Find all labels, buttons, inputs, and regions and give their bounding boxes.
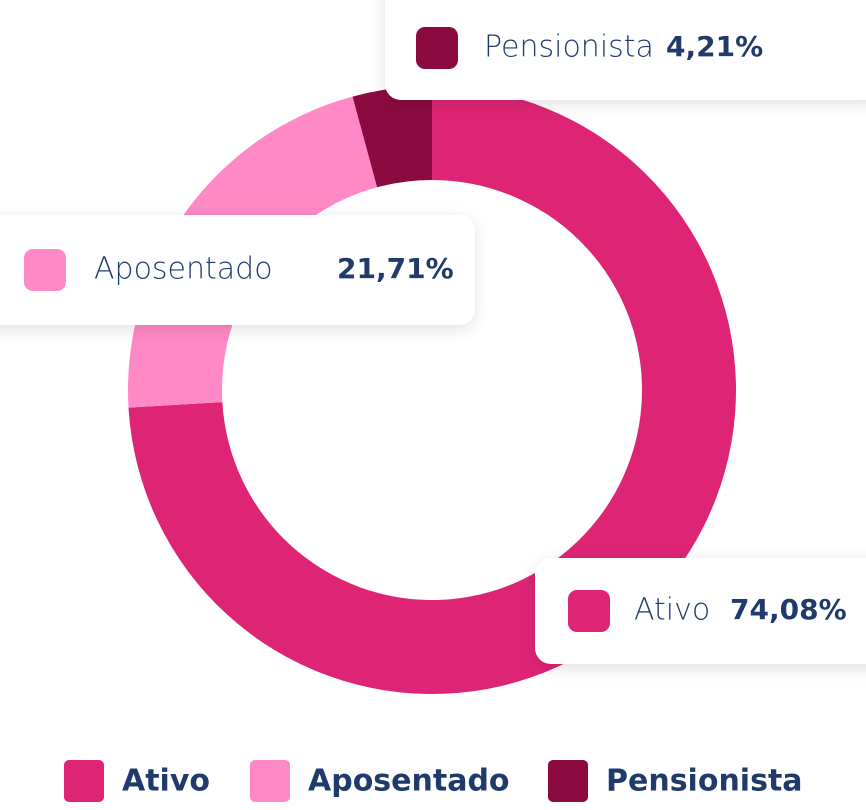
legend-label: Pensionista — [606, 764, 803, 799]
legend-label: Aposentado — [308, 764, 510, 799]
callout-swatch — [416, 27, 458, 69]
legend-swatch — [548, 760, 588, 802]
legend: Ativo Aposentado Pensionista — [64, 760, 803, 802]
callout-name: Ativo — [634, 593, 710, 628]
callout-box — [535, 558, 866, 664]
callout-name: Aposentado — [94, 252, 273, 287]
legend-label: Ativo — [122, 764, 210, 799]
callout-value: 4,21% — [666, 30, 763, 63]
callout-box — [385, 0, 866, 100]
callout-name: Pensionista — [484, 30, 654, 65]
callout-value: 21,71% — [337, 252, 454, 285]
donut-slice — [128, 86, 736, 694]
legend-swatch — [250, 760, 290, 802]
callouts: Ativo 74,08% Aposentado 21,71% Pensionista 4,… — [0, 0, 866, 664]
callout-swatch — [24, 249, 66, 291]
legend-swatch — [64, 760, 104, 802]
callout-swatch — [568, 590, 610, 632]
donut-slice — [352, 86, 432, 188]
callout-box — [0, 215, 475, 325]
callout-value: 74,08% — [730, 593, 847, 626]
